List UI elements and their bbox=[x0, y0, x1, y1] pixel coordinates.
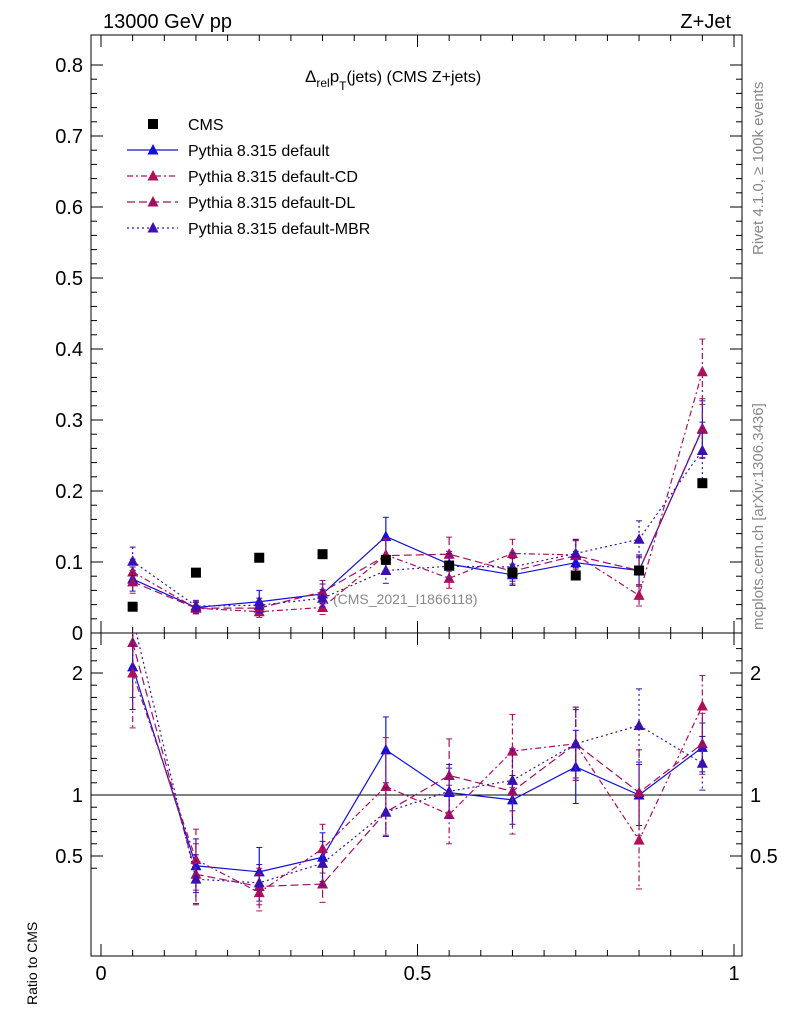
legend-marker-2 bbox=[147, 196, 159, 207]
ratio-marker-1 bbox=[253, 886, 265, 898]
series-line-2 bbox=[132, 428, 703, 609]
series-marker-1 bbox=[633, 589, 645, 600]
ratio-line-3 bbox=[135, 633, 703, 884]
legend-marker-3 bbox=[147, 222, 159, 233]
ratio-series bbox=[127, 612, 708, 912]
data-point bbox=[507, 567, 518, 578]
ratio-marker-3 bbox=[570, 737, 582, 749]
ratio-line-2 bbox=[132, 642, 703, 888]
y-tick-label: 0.3 bbox=[55, 410, 83, 432]
y-tick-label: 0.8 bbox=[55, 55, 83, 77]
title-sub-rel: rel bbox=[316, 76, 329, 90]
legend-label-3: Pythia 8.315 default-MBR bbox=[188, 221, 370, 238]
ratio-marker-3 bbox=[127, 612, 138, 623]
legend-data-marker bbox=[148, 119, 158, 129]
series-marker-3 bbox=[190, 600, 202, 611]
legend-label-2: Pythia 8.315 default-DL bbox=[188, 195, 355, 212]
series-marker-3 bbox=[380, 564, 392, 576]
y-tick-label: 0.4 bbox=[55, 339, 83, 361]
series-marker-3 bbox=[253, 599, 265, 610]
ratio-ylabel: Ratio to CMS bbox=[24, 922, 40, 1005]
y-tick-label: 0.1 bbox=[55, 552, 83, 574]
ratio-marker-3 bbox=[696, 757, 708, 768]
data-point bbox=[634, 565, 645, 576]
legend-label-1: Pythia 8.315 default-CD bbox=[188, 169, 358, 186]
series-marker-1 bbox=[696, 365, 708, 377]
side-mcplots-label: mcplots.cern.ch [arXiv:1306.3436] bbox=[750, 403, 767, 630]
legend-label-0: Pythia 8.315 default bbox=[188, 143, 330, 160]
ratio-marker-2 bbox=[633, 786, 645, 798]
y-tick-label: 0.5 bbox=[55, 268, 83, 290]
data-point bbox=[697, 478, 708, 489]
ratio-marker-3 bbox=[443, 785, 455, 796]
ratio-marker-1 bbox=[633, 834, 645, 845]
data-point bbox=[127, 601, 138, 612]
header-left: 13000 GeV pp bbox=[103, 11, 232, 33]
series-line-1 bbox=[132, 371, 703, 613]
data-point bbox=[570, 570, 581, 581]
series-marker-2 bbox=[127, 575, 139, 587]
ratio-marker-3 bbox=[253, 876, 265, 888]
data-point bbox=[190, 567, 201, 578]
y-tick-label: 0.2 bbox=[55, 481, 83, 503]
x-tick-label: 1 bbox=[728, 963, 739, 985]
ratio-tick-label-right: 1 bbox=[750, 785, 761, 807]
series-marker-3 bbox=[127, 555, 139, 566]
ratio-marker-3 bbox=[633, 719, 645, 730]
ratio-marker-3 bbox=[317, 857, 329, 868]
series-marker-0 bbox=[570, 556, 582, 568]
ratio-marker-2 bbox=[127, 636, 139, 647]
ratio-marker-1 bbox=[443, 808, 455, 820]
title-delta: Δ bbox=[305, 67, 316, 86]
ratio-marker-3 bbox=[506, 774, 518, 785]
ratio-line-1 bbox=[132, 672, 703, 894]
ratio-marker-1 bbox=[696, 699, 708, 711]
series-marker-3 bbox=[570, 547, 582, 558]
legend-marker-1 bbox=[147, 170, 159, 181]
data-point bbox=[444, 560, 455, 571]
ratio-tick-label-left: 0.5 bbox=[55, 846, 83, 868]
series-line-0 bbox=[132, 428, 703, 609]
x-tick-label: 0 bbox=[95, 963, 106, 985]
legend-marker-0 bbox=[147, 144, 159, 155]
main-series bbox=[127, 338, 708, 618]
ratio-marker-3 bbox=[380, 806, 392, 817]
ratio-marker-1 bbox=[380, 780, 392, 791]
header-right: Z+Jet bbox=[680, 11, 731, 33]
plot-title: ΔrelpT(jets) (CMS Z+jets) bbox=[305, 67, 481, 93]
watermark: (CMS_2021_I1866118) bbox=[333, 591, 478, 607]
data-point bbox=[254, 552, 265, 563]
ratio-marker-0 bbox=[380, 743, 392, 755]
y-tick-label: 0.6 bbox=[55, 197, 83, 219]
series-marker-1 bbox=[443, 572, 455, 583]
title-p: p bbox=[330, 67, 339, 86]
legend: CMS Pythia 8.315 default Pythia 8.315 defa… bbox=[127, 117, 370, 238]
title-rest: (jets) (CMS Z+jets) bbox=[347, 69, 482, 86]
side-rivet-label: Rivet 4.1.0, ≥ 100k events bbox=[750, 82, 767, 255]
series-line-3 bbox=[132, 450, 703, 607]
x-axis: 0 0.5 1 bbox=[95, 633, 740, 985]
x-tick-label: 0.5 bbox=[404, 963, 432, 985]
ratio-tick-label-right: 0.5 bbox=[750, 846, 778, 868]
ratio-tick-label-right: 2 bbox=[750, 663, 761, 685]
ratio-line-0 bbox=[132, 666, 703, 873]
title-sub-t: T bbox=[339, 79, 347, 93]
y-tick-label: 0.7 bbox=[55, 126, 83, 148]
series-marker-3 bbox=[633, 533, 645, 544]
data-point bbox=[317, 549, 328, 560]
ratio-axes: 0.5 0.5 1 1 2 2 bbox=[55, 648, 778, 869]
y-tick-label: 0 bbox=[72, 623, 83, 645]
legend-data-label: CMS bbox=[188, 117, 224, 134]
ratio-tick-label-left: 1 bbox=[72, 785, 83, 807]
main-axes: 0 0.1 0.2 0.3 0.4 0.5 0.6 0.7 0.8 bbox=[55, 35, 742, 645]
series-marker-3 bbox=[696, 444, 708, 456]
series-marker-3 bbox=[317, 592, 329, 603]
ratio-tick-label-left: 2 bbox=[72, 663, 83, 685]
ratio-marker-3 bbox=[190, 873, 202, 884]
data-point bbox=[380, 554, 391, 565]
